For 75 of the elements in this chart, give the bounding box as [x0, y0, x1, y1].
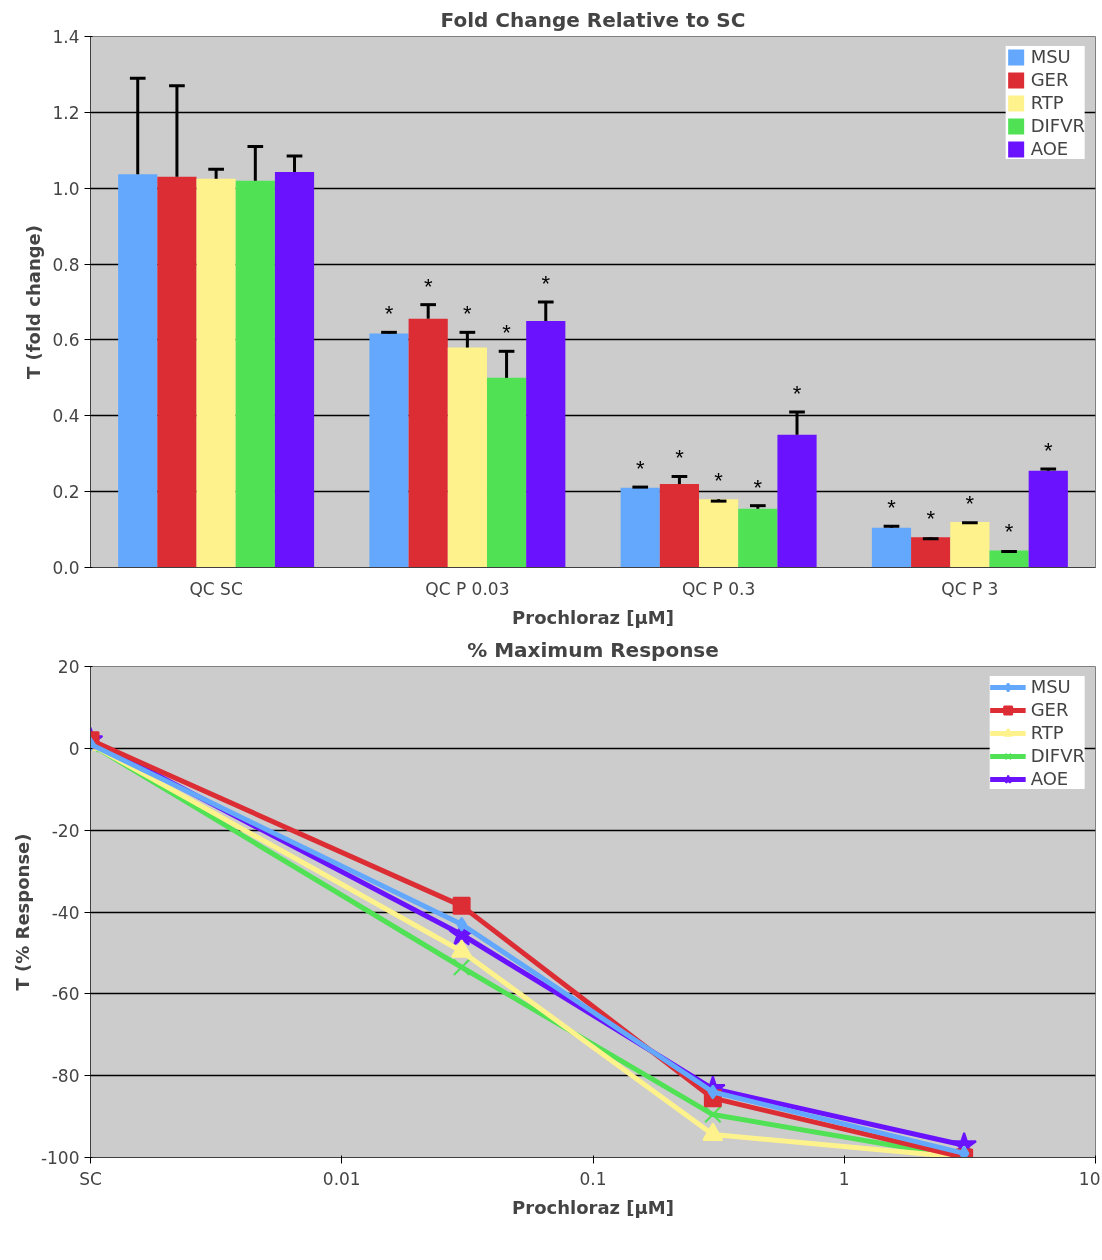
data-label: *: [384, 301, 394, 327]
chart-title: Fold Change Relative to SC: [440, 7, 746, 32]
bar: [659, 484, 700, 568]
data-label: *: [502, 320, 512, 346]
legend-label: MSU: [1030, 46, 1071, 67]
data-label: *: [1043, 437, 1053, 463]
bar: [1028, 470, 1068, 568]
bar: [526, 320, 566, 568]
legend-label: GER: [1030, 69, 1069, 90]
bar: [157, 176, 197, 568]
bar: [235, 180, 275, 568]
x-tick-label: QC P 3: [941, 578, 999, 599]
y-tick-label: 1.4: [52, 27, 80, 47]
y-tick-label: 0.4: [52, 406, 80, 427]
legend-label: DIFVR: [1030, 115, 1085, 136]
y-tick-label: 1.2: [52, 102, 80, 123]
data-label: *: [541, 271, 551, 296]
y-tick-label: 0.6: [52, 330, 80, 351]
bar: [989, 550, 1029, 568]
x-tick-label: 1: [838, 1168, 850, 1189]
data-label: *: [675, 445, 685, 471]
bar: [950, 521, 990, 568]
data-label: *: [965, 490, 975, 516]
bar: [196, 178, 236, 568]
x-tick-label: 10: [1078, 1168, 1101, 1189]
data-label: *: [926, 506, 936, 532]
legend-label: AOE: [1030, 138, 1069, 159]
y-tick-label: 1.0: [52, 178, 80, 199]
y-tick-label: -40: [51, 902, 80, 923]
bar: [871, 527, 912, 568]
legend-label: MSU: [1030, 676, 1071, 697]
bar: [408, 318, 448, 568]
data-label: *: [463, 301, 473, 327]
legend-label: GER: [1030, 699, 1069, 720]
x-tick-label: QC P 0.3: [681, 578, 756, 599]
y-tick-label: -60: [51, 984, 80, 1005]
bar: [620, 487, 660, 568]
bar: [447, 347, 487, 568]
y-tick-label: -100: [40, 1148, 80, 1168]
bar: [369, 333, 409, 568]
bar: [118, 174, 158, 568]
y-tick-label: -20: [51, 820, 80, 841]
y-tick-label: 0.8: [52, 254, 80, 275]
bar: [699, 499, 739, 568]
x-axis-title: Prochloraz [µM]: [512, 1196, 674, 1218]
y-axis-title: T (% Response): [11, 833, 33, 991]
data-label: *: [1004, 519, 1014, 545]
y-axis-title: T (fold change): [23, 224, 45, 380]
data-label: *: [714, 468, 724, 494]
bar: [738, 508, 778, 568]
data-label: *: [635, 456, 645, 482]
chart-title: % Maximum Response: [467, 637, 719, 662]
data-label: *: [792, 380, 802, 406]
y-tick-label: 0.2: [52, 482, 80, 503]
y-tick-label: 0.0: [52, 558, 80, 578]
x-tick-label: 0.1: [579, 1168, 607, 1189]
data-label: *: [753, 474, 763, 500]
x-tick-label: QC SC: [189, 578, 243, 599]
bar: [777, 434, 817, 568]
legend-label: AOE: [1030, 768, 1069, 789]
legend-label: DIFVR: [1030, 745, 1085, 766]
legend-label: RTP: [1030, 722, 1064, 743]
legend-label: RTP: [1030, 92, 1064, 113]
data-label: *: [887, 495, 897, 521]
y-tick-label: -80: [51, 1066, 80, 1087]
bar: [486, 377, 527, 568]
bar: [274, 171, 315, 568]
x-tick-label: SC: [79, 1168, 102, 1189]
x-tick-label: QC P 0.03: [425, 578, 510, 599]
bar: [911, 537, 951, 568]
y-tick-label: 0: [68, 738, 80, 759]
x-axis-title: Prochloraz [µM]: [512, 606, 674, 628]
data-label: *: [423, 273, 433, 299]
x-tick-label: 0.01: [322, 1168, 361, 1189]
y-tick-label: 20: [57, 657, 80, 677]
